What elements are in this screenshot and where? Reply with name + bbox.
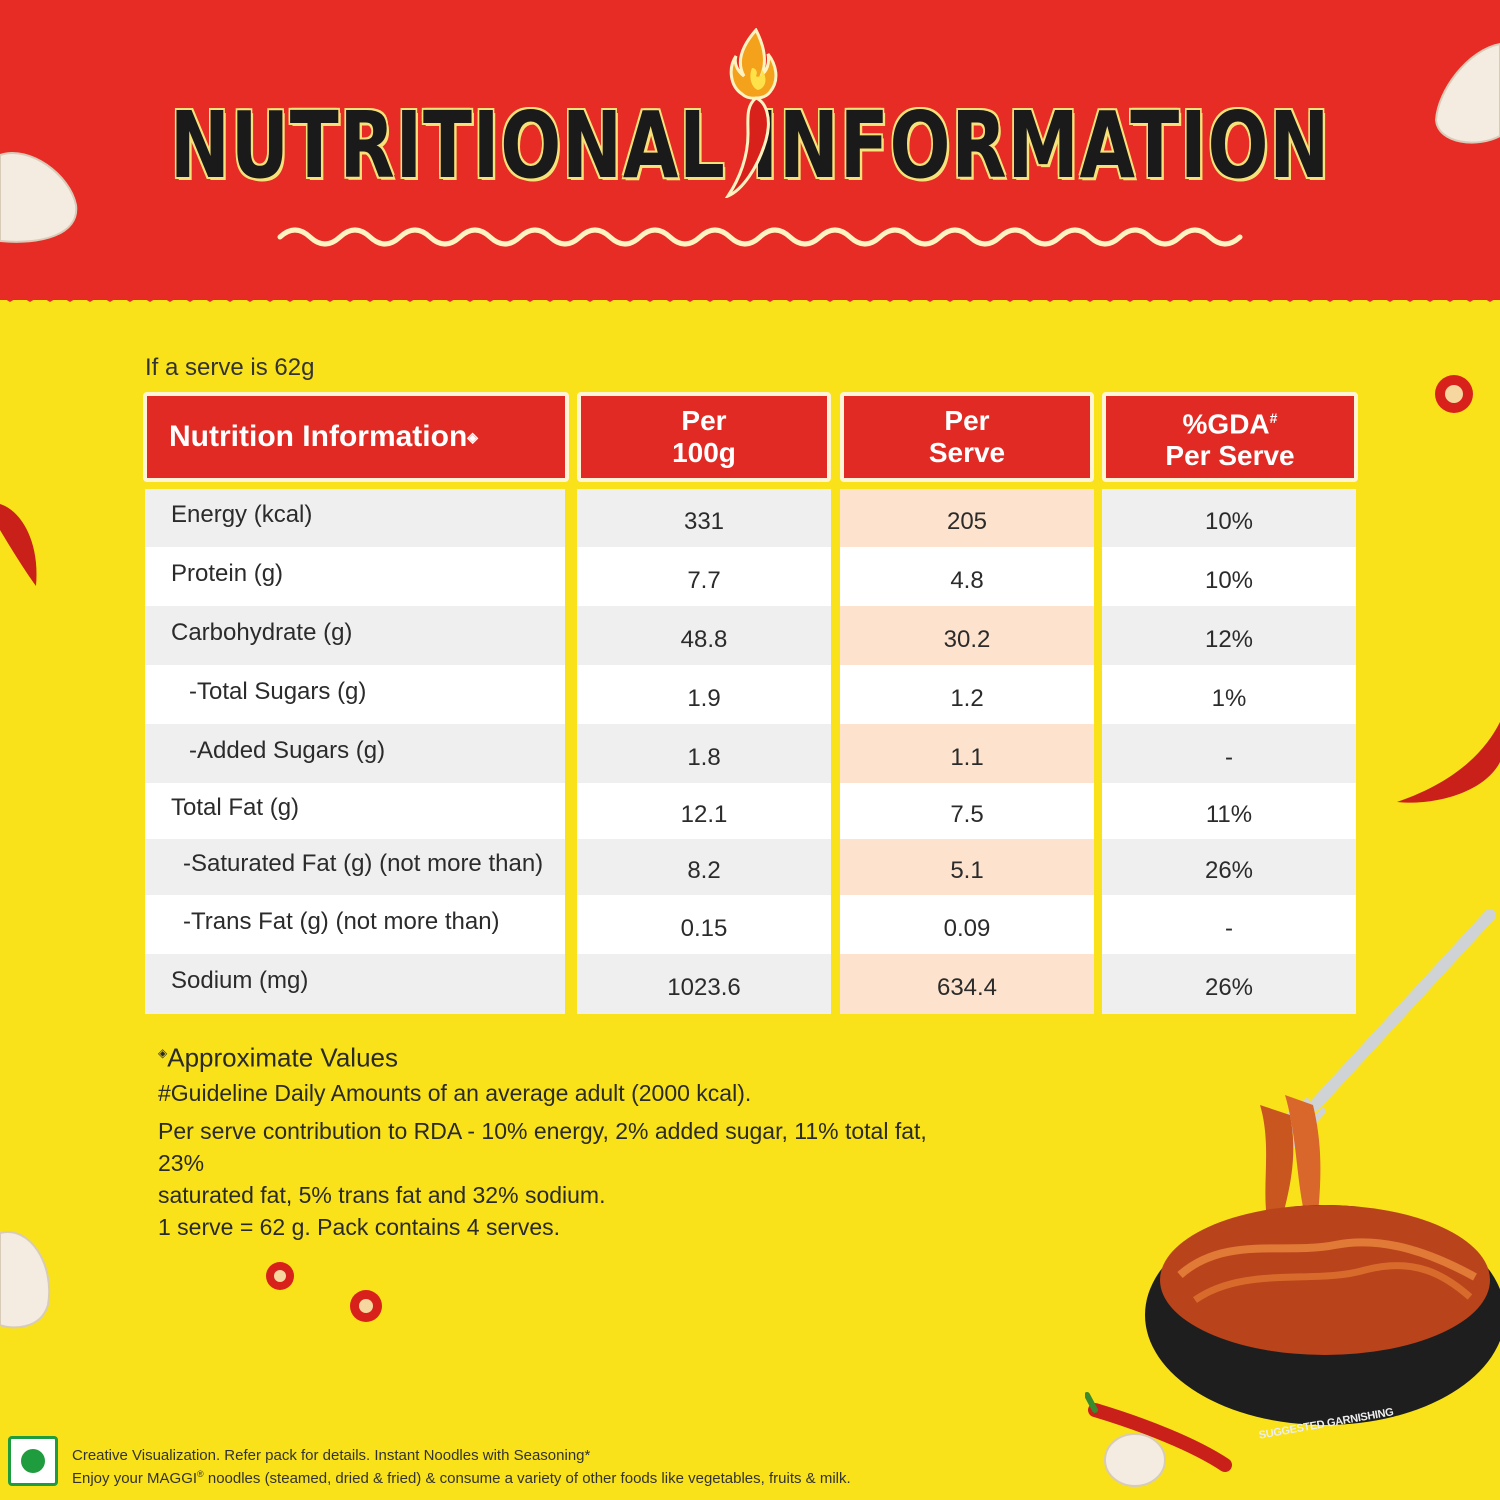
footer-disclaimer: Creative Visualization. Refer pack for d… xyxy=(72,1446,851,1488)
per-100g-value: 331 xyxy=(577,489,831,547)
approx-text: Approximate Values xyxy=(167,1042,398,1073)
serve-size-note: If a serve is 62g xyxy=(145,354,315,381)
nutrient-name: -Total Sugars (g) xyxy=(145,665,565,724)
approx-values-note: ◈Approximate Values xyxy=(158,1034,978,1077)
gda-value: 26% xyxy=(1102,954,1356,1014)
per-serve-value: 634.4 xyxy=(840,954,1094,1014)
nutrient-name-column: Energy (kcal) Protein (g) Carbohydrate (… xyxy=(145,489,565,1014)
per-serve-value: 1.2 xyxy=(840,665,1094,724)
per-serve-value: 1.1 xyxy=(840,724,1094,783)
nutrient-name: Protein (g) xyxy=(145,547,565,606)
per-100g-value: 1.9 xyxy=(577,665,831,724)
garlic-clove-illustration xyxy=(0,1230,51,1329)
nutrient-name: -Saturated Fat (g) (not more than) xyxy=(145,839,565,895)
per-serve-value: 5.1 xyxy=(840,839,1094,895)
gda-value: 10% xyxy=(1102,547,1356,606)
gda-value: 10% xyxy=(1102,489,1356,547)
header-text: %GDA xyxy=(1182,408,1270,440)
per-serve-value: 4.8 xyxy=(840,547,1094,606)
nutrient-name: -Trans Fat (g) (not more than) xyxy=(145,895,565,954)
footnotes: ◈Approximate Values #Guideline Daily Amo… xyxy=(158,1034,978,1243)
per-100g-value: 7.7 xyxy=(577,547,831,606)
column-header-gda: %GDA# Per Serve xyxy=(1102,392,1358,482)
gda-value: 12% xyxy=(1102,606,1356,665)
noodle-bowl-illustration xyxy=(1085,909,1500,1487)
per-serve-column: 205 4.8 30.2 1.2 1.1 7.5 5.1 0.09 634.4 xyxy=(840,489,1094,1014)
per-serve-value: 7.5 xyxy=(840,783,1094,839)
column-header-per-100g: Per 100g xyxy=(577,392,831,482)
column-header-nutrient: Nutrition Information ◈ xyxy=(143,392,569,482)
gda-value: - xyxy=(1102,724,1356,783)
per-100g-value: 1.8 xyxy=(577,724,831,783)
nutrient-name: Energy (kcal) xyxy=(145,489,565,547)
per-serve-value: 30.2 xyxy=(840,606,1094,665)
decorative-wave xyxy=(277,227,1243,247)
approx-mark: ◈ xyxy=(467,429,479,445)
rda-note-line: Per serve contribution to RDA - 10% ener… xyxy=(158,1117,927,1176)
per-100g-value: 1023.6 xyxy=(577,954,831,1014)
gda-mark: # xyxy=(1269,409,1278,426)
header-text: Per Serve xyxy=(1165,440,1295,472)
gda-value: 1% xyxy=(1102,665,1356,724)
header-text: 100g xyxy=(672,437,736,468)
veg-mark-icon xyxy=(8,1436,58,1486)
footer-text: Enjoy your MAGGI xyxy=(72,1470,198,1487)
nutrient-name: Carbohydrate (g) xyxy=(145,606,565,665)
garlic-clove-illustration xyxy=(1434,42,1500,144)
per-100g-value: 8.2 xyxy=(577,839,831,895)
nutrient-name: Total Fat (g) xyxy=(145,783,565,839)
per-100g-column: 331 7.7 48.8 1.9 1.8 12.1 8.2 0.15 1023.… xyxy=(577,489,831,1014)
footer-text: noodles (steamed, dried & fried) & consu… xyxy=(203,1470,851,1487)
rda-note-line: saturated fat, 5% trans fat and 32% sodi… xyxy=(158,1181,606,1208)
nutrient-name: Sodium (mg) xyxy=(145,954,565,1014)
garlic-clove-illustration xyxy=(0,152,78,243)
per-100g-value: 12.1 xyxy=(577,783,831,839)
gda-value: - xyxy=(1102,895,1356,954)
chili-slices-illustration xyxy=(266,1262,382,1322)
per-serve-value: 0.09 xyxy=(840,895,1094,954)
chili-slice-illustration xyxy=(1435,375,1473,413)
registered-mark: ® xyxy=(197,1469,204,1479)
column-header-per-serve: Per Serve xyxy=(840,392,1094,482)
header-label-text: Nutrition Information xyxy=(169,420,468,453)
gda-note: #Guideline Daily Amounts of an average a… xyxy=(158,1079,752,1106)
approx-mark: ◈ xyxy=(158,1046,168,1060)
footer-line: Creative Visualization. Refer pack for d… xyxy=(72,1447,591,1464)
header-text: Per xyxy=(944,405,990,436)
per-100g-value: 48.8 xyxy=(577,606,831,665)
gda-column: 10% 10% 12% 1% - 11% 26% - 26% xyxy=(1102,489,1356,1014)
red-chili-illustration xyxy=(1397,722,1500,803)
gda-value: 26% xyxy=(1102,839,1356,895)
pack-note: 1 serve = 62 g. Pack contains 4 serves. xyxy=(158,1213,561,1240)
red-chili-illustration xyxy=(0,504,37,586)
footer-line: Enjoy your MAGGI® noodles (steamed, drie… xyxy=(72,1465,851,1488)
header-text: Per xyxy=(681,405,727,436)
header-zigzag-edge xyxy=(0,288,1500,302)
chili-flame-icon xyxy=(724,28,778,198)
per-serve-value: 205 xyxy=(840,489,1094,547)
per-100g-value: 0.15 xyxy=(577,895,831,954)
header-text: Serve xyxy=(928,437,1006,468)
gda-value: 11% xyxy=(1102,783,1356,839)
nutrient-name: -Added Sugars (g) xyxy=(145,724,565,783)
